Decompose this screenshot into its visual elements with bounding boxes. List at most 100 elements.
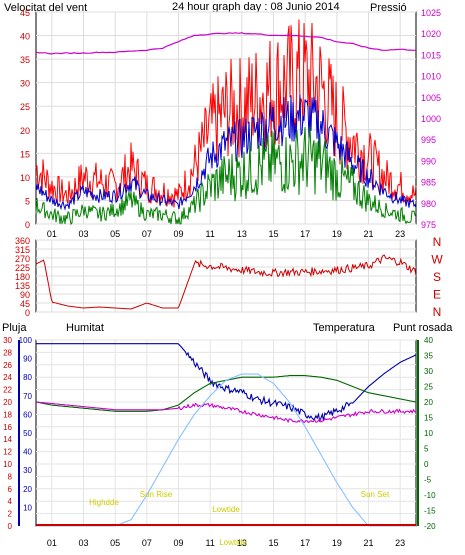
humidity-x-tick: 11 [205, 538, 214, 548]
direction-y-tick: 315 [15, 245, 30, 255]
wind-series [35, 19, 417, 226]
direction-y-tick: 180 [15, 272, 30, 282]
annotation-label: Highdde [89, 498, 119, 507]
wind-y-tick: 10 [20, 173, 30, 183]
pressure-y-tick: 990 [421, 156, 436, 166]
humidity-y-tick: 40 [23, 448, 32, 457]
humidity-y-tick: 100 [19, 336, 33, 345]
temperature-y-tick: -10 [424, 491, 436, 500]
series-dewpoint [35, 401, 417, 424]
direction-y-tick: 270 [15, 254, 30, 264]
wind-y-tick: 15 [20, 149, 30, 159]
wind-y-tick: 35 [20, 55, 30, 65]
humidity-x-tick: 07 [142, 538, 152, 548]
series-humidity [36, 343, 417, 423]
humidity-y-tick: 80 [23, 373, 32, 382]
temperature-y-tick: 30 [424, 367, 433, 376]
pressure-y-tick: 1015 [421, 50, 441, 60]
humidity-y-tick: 90 [23, 355, 32, 364]
tide-sun-annotations: Highdde Sun Rise Lowtide Lowtide Sun Set [89, 490, 390, 547]
cardinal-label: N [433, 305, 442, 319]
temperature-y-tick: 0 [424, 460, 429, 469]
pressure-y-tick: 1000 [421, 114, 441, 124]
cardinal-label: E [433, 288, 441, 302]
pressure-y-tick: 1025 [421, 8, 441, 18]
rain-y-tick: 26 [3, 361, 12, 370]
rain-y-tick: 12 [3, 448, 12, 457]
temperature-y-tick: 35 [424, 352, 433, 361]
rain-axis-label: Pluja [2, 322, 27, 334]
humidity-x-tick: 01 [47, 538, 57, 548]
direction-y-tick: 0 [25, 308, 30, 318]
rain-y-tick: 28 [3, 348, 12, 357]
annotation-label: Sun Set [361, 490, 390, 499]
humidity-series [35, 343, 417, 527]
wind-x-tick: 07 [142, 229, 152, 239]
series-min [35, 126, 417, 226]
temperature-axis-label: Temperatura [313, 322, 376, 334]
humidity-x-tick: 19 [332, 538, 342, 548]
humidity-x-tick: 03 [78, 538, 88, 548]
humidity-y-tick: 60 [23, 410, 32, 419]
temperature-y-tick: -20 [424, 522, 436, 531]
temperature-y-tick: 20 [424, 398, 433, 407]
wind-x-tick: 15 [268, 229, 278, 239]
annotation-label: Lowtide [212, 505, 240, 514]
direction-y-tick: 225 [15, 263, 30, 273]
humidity-y-tick: 30 [23, 466, 32, 475]
series-gust [35, 19, 417, 208]
wind-x-tick: 05 [110, 229, 120, 239]
rain-y-tick: 24 [3, 373, 12, 382]
humidity-temperature-panel: Pluja Humitat Temperatura Punt rosada 0 2… [2, 322, 453, 548]
pressure-y-tick: 975 [421, 220, 436, 230]
wind-x-tick: 13 [237, 229, 247, 239]
humidity-y-tick: 50 [23, 429, 32, 438]
direction-y-tick: 360 [15, 236, 30, 246]
humidity-x-tick: 13 [237, 538, 247, 548]
wind-y-tick: 25 [20, 102, 30, 112]
direction-y-tick: 135 [15, 281, 30, 291]
humidity-x-tick: 21 [363, 538, 373, 548]
pressure-y-tick: 1010 [421, 72, 441, 82]
wind-x-tick: 23 [395, 229, 405, 239]
temperature-y-tick: 10 [424, 429, 433, 438]
temperature-y-tick: -15 [424, 507, 436, 516]
rain-y-tick: 6 [8, 485, 13, 494]
humidity-x-ticks: 01 03 05 07 09 11 13 15 17 19 21 23 [47, 538, 405, 548]
wind-y-tick: 20 [20, 126, 30, 136]
rain-y-tick: 10 [3, 460, 12, 469]
rain-y-tick: 4 [8, 497, 13, 506]
pressure-axis-label: Pressió [370, 2, 407, 14]
direction-y-tick: 90 [20, 290, 30, 300]
wind-x-tick: 21 [363, 229, 373, 239]
humidity-y-tick: 10 [23, 503, 32, 512]
humidity-x-tick: 23 [395, 538, 405, 548]
pressure-y-tick: 980 [421, 199, 436, 209]
temperature-y-tick: 5 [424, 445, 429, 454]
humidity-x-tick: 17 [300, 538, 310, 548]
wind-x-tick: 01 [47, 229, 57, 239]
humidity-axis-label: Humitat [66, 322, 104, 334]
pressure-y-tick: 985 [421, 178, 436, 188]
pressure-y-tick: 1020 [421, 29, 441, 39]
rain-y-tick: 20 [3, 398, 12, 407]
wind-y-tick: 40 [20, 32, 30, 42]
temperature-y-tick: 25 [424, 383, 433, 392]
humidity-y-tick: 70 [23, 392, 32, 401]
chart-title: 24 hour graph day : 08 Junio 2014 [172, 1, 340, 13]
rain-y-tick: 0 [8, 522, 13, 531]
wind-y-tick: 30 [20, 79, 30, 89]
pressure-y-ticks: 975 980 985 990 995 1000 1005 1010 1015 1020 1025 [421, 8, 441, 230]
rain-y-tick: 22 [3, 386, 12, 395]
cardinal-label: W [431, 253, 443, 267]
wind-x-tick: 19 [332, 229, 342, 239]
direction-y-tick: 45 [20, 299, 30, 309]
humidity-y-ticks: 10 20 30 40 50 60 70 80 90 100 [19, 336, 33, 512]
rain-y-tick: 30 [3, 336, 12, 345]
wind-x-ticks: 01 03 05 07 09 11 13 15 17 19 21 23 [47, 229, 405, 239]
rain-y-tick: 16 [3, 423, 12, 432]
wind-y-tick: 45 [20, 8, 30, 18]
